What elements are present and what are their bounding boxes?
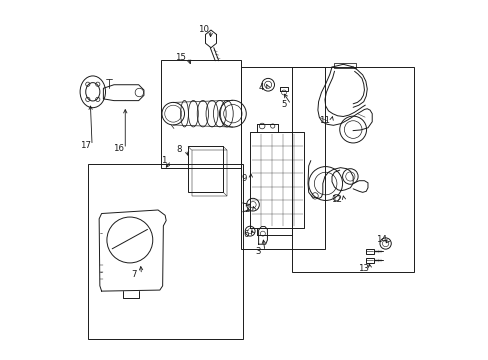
Bar [161, 60, 241, 168]
Text: 6: 6 [244, 230, 249, 239]
Bar [365, 258, 373, 263]
Text: 7: 7 [131, 270, 137, 279]
Text: 15: 15 [175, 53, 186, 62]
Text: 13: 13 [357, 264, 368, 273]
Bar [191, 150, 226, 196]
Text: 16: 16 [112, 144, 123, 153]
Text: 9: 9 [241, 174, 246, 183]
Text: 14: 14 [375, 235, 386, 244]
Text: 11: 11 [319, 116, 329, 125]
Text: 12: 12 [331, 195, 342, 204]
Bar [334, 63, 355, 68]
Text: 10: 10 [198, 25, 209, 34]
Bar [365, 249, 373, 254]
Bar [291, 67, 413, 272]
Text: 8: 8 [176, 145, 182, 154]
Text: 4: 4 [258, 83, 264, 92]
Bar [87, 164, 243, 339]
Text: 17: 17 [80, 141, 90, 150]
Text: 2: 2 [244, 206, 249, 215]
Text: 5: 5 [281, 100, 286, 109]
Bar [188, 147, 223, 192]
Text: 1: 1 [161, 156, 166, 165]
Bar [241, 67, 324, 249]
Text: 3: 3 [255, 247, 260, 256]
